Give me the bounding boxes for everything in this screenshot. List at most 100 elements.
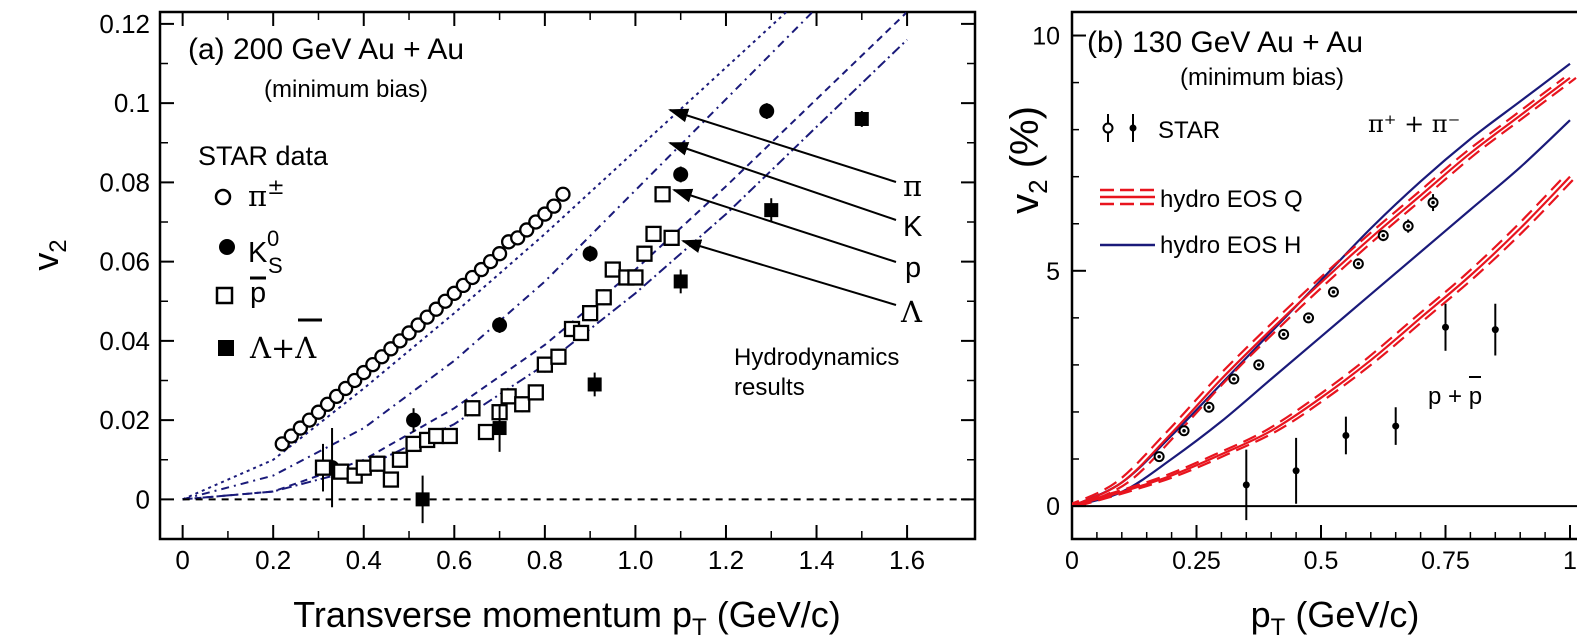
legend-b-star: STAR	[1102, 114, 1220, 144]
point-kaon	[492, 317, 508, 333]
panel-a: 0 0.2 0.4 0.6 0.8 1.0 1.2 1.4 1.6 00.020.040.060…	[25, 9, 977, 641]
hydro-curve-1	[182, 12, 788, 501]
hydro-curves	[182, 12, 908, 501]
x-tick-label-b: 0.5	[1304, 547, 1339, 575]
y-tick-label: 0.04	[99, 326, 150, 356]
hydro-arrows	[668, 108, 897, 306]
point-antiproton	[514, 396, 531, 413]
panel-b-frame	[1070, 10, 1577, 541]
svg-text:π±: π±	[248, 175, 285, 213]
x-axis-title-b-unit: (GeV/c)	[1285, 594, 1419, 635]
y-axis-title-b: v2 (%)	[1003, 106, 1053, 214]
curve-eos-q-upper	[1072, 77, 1565, 505]
y-tick-label-b: 10	[1032, 23, 1060, 51]
x-axis-title-sub: T	[692, 614, 707, 641]
legend-b-eosq: hydro EOS Q	[1100, 186, 1303, 213]
group-label-pion: π⁺ + π⁻	[1368, 110, 1460, 138]
arrow-proton	[672, 188, 897, 263]
legend-marker-open-square	[215, 286, 234, 305]
point-kaon	[673, 166, 689, 182]
point-pion-b-center	[1207, 405, 1211, 410]
point-antiproton	[405, 435, 422, 453]
point-pion-b-center	[1232, 377, 1236, 381]
point-antiproton	[527, 384, 544, 401]
point-antiproton	[627, 269, 644, 286]
point-proton-b	[1342, 431, 1350, 439]
point-pion-b-center	[1331, 290, 1336, 294]
point-antiproton	[314, 459, 332, 476]
point-antiproton	[428, 427, 445, 445]
legend-label-antiproton: p	[250, 277, 266, 309]
point-pion-b-center	[1281, 332, 1286, 337]
legend-b-star-label: STAR	[1158, 117, 1220, 144]
hydro-curve-2	[182, 12, 814, 501]
point-antiproton	[464, 400, 481, 417]
data-points-b	[1153, 194, 1499, 521]
legend-item-kaon: K 0 S	[219, 226, 283, 278]
legend-label-pion-sup: ±	[267, 175, 285, 199]
point-proton-b	[1392, 422, 1400, 430]
legend-item-lambda: Λ+Λ	[218, 318, 322, 365]
x-axis-ticks-b: 0 0.25 0.5 0.75 1	[1065, 525, 1577, 575]
hydro-label-proton: p	[905, 252, 921, 284]
panel-b-title: (b) 130 GeV Au + Au	[1087, 26, 1363, 59]
panel-b-subtitle: (minimum bias)	[1180, 64, 1344, 91]
point-lambda	[415, 492, 430, 507]
y-axis-title-sub: 2	[45, 239, 72, 252]
point-antiproton	[500, 388, 517, 405]
x-tick-label: 1.2	[708, 545, 744, 575]
point-kaon	[759, 103, 775, 119]
point-pion-b-center	[1306, 316, 1311, 320]
panel-a-title: (a) 200 GeV Au + Au	[188, 33, 464, 66]
point-antiproton	[663, 229, 680, 247]
legend-marker-open-circle	[214, 188, 232, 206]
y-axis-ticks-b: 0 5 10	[1032, 23, 1086, 521]
y-tick-label: 0.08	[99, 167, 150, 197]
point-lambda	[854, 111, 869, 126]
point-antiproton	[645, 225, 662, 243]
hydro-annotation-line1: Hydrodynamics	[734, 344, 899, 371]
y-axis-title: v2	[25, 239, 72, 270]
point-kaon	[406, 412, 422, 428]
point-antiproton	[550, 348, 567, 365]
hydro-curve-4	[182, 38, 908, 501]
y-tick-label: 0.1	[114, 88, 150, 118]
legend-label-kaon: K	[248, 237, 268, 269]
point-antiproton	[654, 186, 671, 203]
legend-label-pion: π	[248, 179, 267, 213]
point-antiproton	[477, 423, 495, 441]
point-antiproton	[332, 463, 350, 480]
point-lambda	[673, 274, 688, 289]
legend-title: STAR data	[198, 141, 329, 171]
x-axis-title-main: Transverse momentum p	[293, 594, 692, 635]
curve-eos-q	[1072, 77, 1571, 508]
point-antiproton	[369, 455, 386, 472]
y-axis-title-main: v	[25, 253, 66, 271]
hydro-curve-3	[182, 12, 908, 501]
x-tick-label: 0.8	[527, 545, 563, 575]
point-proton-b	[1491, 326, 1499, 334]
point-antiproton	[636, 245, 653, 262]
y-tick-label-b: 0	[1046, 493, 1060, 521]
legend-item-antiproton: p	[215, 276, 266, 309]
legend-label-lambda: Λ+Λ	[249, 331, 317, 365]
hydro-label-kaon: K	[903, 211, 923, 243]
legend-b-eosq-label: hydro EOS Q	[1160, 186, 1303, 213]
curve-eos-q	[1072, 175, 1571, 508]
point-pion-b-center	[1381, 233, 1386, 238]
curve-eos-q-upper	[1072, 175, 1565, 506]
panel-a-frame	[158, 10, 977, 541]
y-tick-label: 0.06	[99, 247, 150, 277]
arrow-kaon	[668, 142, 897, 221]
point-antiproton	[441, 427, 458, 445]
x-tick-label: 1.0	[617, 545, 653, 575]
x-tick-label: 1.6	[889, 545, 925, 575]
point-lambda	[492, 421, 507, 436]
x-axis-title-unit: (GeV/c)	[707, 594, 841, 635]
point-pion-b-center	[1182, 428, 1186, 433]
point-antiproton	[604, 261, 621, 278]
point-kaon	[582, 246, 598, 262]
point-pion	[555, 186, 571, 202]
x-axis-title: Transverse momentum pT (GeV/c)	[293, 594, 840, 641]
